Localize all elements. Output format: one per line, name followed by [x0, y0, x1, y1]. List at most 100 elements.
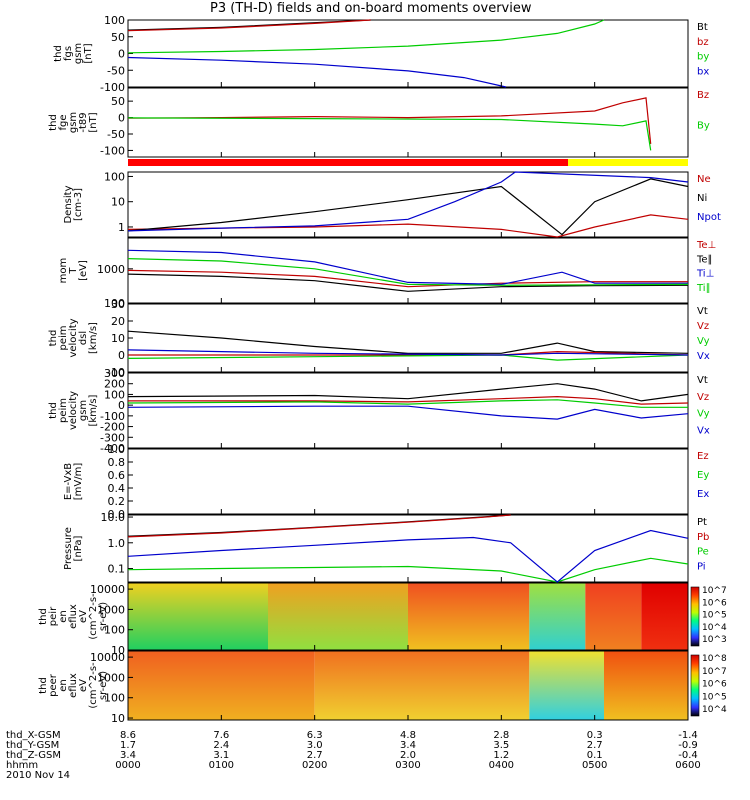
y-axis-label: [mV/m]	[73, 463, 84, 501]
footer-value: 2.0	[400, 750, 416, 761]
y-tick-label: 10	[111, 644, 125, 657]
colorbar-tick-label: 10^4	[702, 623, 727, 633]
y-axis-label: peim	[58, 398, 69, 423]
y-tick-label: 10.0	[101, 511, 126, 524]
y-tick-label: 1000	[97, 671, 125, 684]
y-axis-label: T	[68, 267, 79, 275]
legend-entry: Te⊥	[696, 240, 716, 251]
y-axis-label: eV	[78, 610, 89, 623]
spectrogram-band	[529, 651, 604, 720]
series-line-vt	[127, 383, 689, 402]
footer-value: 0500	[582, 760, 607, 771]
footer-value: 6.3	[307, 730, 323, 741]
footer-value: 0200	[302, 760, 327, 771]
y-axis-label: en	[58, 679, 69, 692]
footer-value: -0.9	[678, 740, 698, 751]
footer-value: 0400	[489, 760, 514, 771]
y-axis-label: velocity	[68, 391, 79, 430]
legend-entry: By	[697, 121, 710, 132]
y-tick-label: 1.0	[108, 443, 126, 456]
y-tick-label: 10000	[90, 651, 125, 664]
spectrogram-band	[641, 583, 688, 650]
y-axis-label: thd	[48, 114, 59, 131]
footer-row-label: hhmm	[6, 760, 38, 771]
footer-value: 2.4	[213, 740, 229, 751]
series-line-te∥	[127, 273, 689, 292]
legend-entry: Vz	[697, 392, 709, 403]
colorbar-tick-label: 10^5	[702, 692, 727, 702]
footer-value: 0.1	[587, 750, 603, 761]
mode-bar-red	[128, 159, 568, 166]
panel-frame	[127, 514, 689, 583]
footer-value: 2.7	[587, 740, 603, 751]
y-tick-label: -400	[100, 442, 125, 455]
y-tick-label: 1.0	[108, 537, 126, 550]
legend-entry: Pt	[697, 517, 707, 528]
legend-entry: Vz	[697, 321, 709, 332]
footer-value: 3.4	[120, 750, 136, 761]
footer-ephemeris: thd_X-GSMthd_Y-GSMthd_Z-GSMhhmm8.61.73.4…	[6, 730, 701, 781]
footer-value: 3.0	[307, 740, 323, 751]
series-line-vy	[127, 399, 688, 408]
footer-value: -0.4	[678, 750, 698, 761]
y-tick-label: 0	[118, 112, 125, 125]
y-tick-label: 10000	[90, 583, 125, 596]
panel-frame	[127, 19, 689, 88]
footer-value: 0300	[395, 760, 420, 771]
y-axis-label: peir	[48, 606, 59, 626]
panel-3: 100 10 1 Density [cm-3] Ne Ni Npot	[63, 170, 721, 238]
y-axis-label: (cm^2-s-	[88, 593, 99, 640]
y-axis-label: fge	[58, 114, 69, 130]
y-tick-label: 100	[104, 297, 125, 310]
footer-value: 2.7	[307, 750, 323, 761]
series-line-bz	[127, 19, 371, 32]
series-line-bx	[127, 56, 507, 88]
legend-entry: Te∥	[696, 254, 713, 265]
legend-entry: Npot	[697, 212, 721, 223]
panel-4: 1000 100 mom T [eV] Te⊥ Te∥ Ti⊥ Ti∥	[58, 237, 716, 310]
legend-entry: Vx	[697, 425, 710, 436]
y-axis-label: sr-eV)	[98, 602, 109, 631]
legend-entry: Bt	[697, 22, 708, 33]
footer-value: 7.6	[213, 730, 229, 741]
colorbar-tick-label: 10^8	[702, 654, 727, 664]
y-tick-label: 1	[118, 221, 125, 234]
y-tick-label: 10	[111, 712, 125, 725]
legend-entry: bx	[697, 66, 709, 77]
y-tick-label: 0.6	[108, 469, 126, 482]
series-line-bz	[127, 97, 652, 144]
y-tick-label: 100	[104, 388, 125, 401]
series-line-ti∥	[127, 258, 689, 286]
legend-entry: Ti⊥	[696, 269, 714, 280]
y-tick-label: -300	[100, 431, 125, 444]
y-tick-label: 0	[118, 349, 125, 362]
panel-7: 1.00.80.60.40.20.0 E=-VxB [mV/m] Ez Ey Ex	[63, 443, 709, 521]
y-tick-label: -50	[107, 64, 125, 77]
y-tick-label: 0	[118, 399, 125, 412]
footer-value: 3.5	[493, 740, 509, 751]
y-axis-label: eflux	[68, 604, 79, 629]
y-axis-label: Pressure	[63, 527, 74, 570]
y-axis-label: [nPa]	[73, 535, 84, 561]
y-tick-label: 0.4	[108, 482, 126, 495]
y-tick-label: 30	[111, 298, 125, 311]
y-tick-label: 50	[111, 31, 125, 44]
spectrogram-band	[268, 583, 408, 650]
y-tick-label: -10	[107, 366, 125, 379]
footer-row-label: thd_Y-GSM	[6, 740, 59, 751]
legend-entry: Ey	[697, 470, 709, 481]
y-axis-label: fgs	[63, 46, 74, 61]
panel-2: 50 0 -50 -100 thd fge gsm -t89 [nT] Bz By	[48, 87, 710, 158]
y-tick-label: 300	[104, 367, 125, 380]
y-tick-label: 100	[104, 170, 125, 183]
y-tick-label: -100	[100, 81, 125, 94]
series-line-vz	[128, 395, 689, 405]
footer-value: 0.3	[587, 730, 603, 741]
y-axis-label: [eV]	[78, 260, 89, 281]
series-line-vy	[127, 354, 689, 361]
y-axis-label: (cm^2-s-	[88, 662, 99, 709]
y-axis-label: Density	[63, 185, 74, 223]
series-line-pb	[127, 514, 511, 538]
